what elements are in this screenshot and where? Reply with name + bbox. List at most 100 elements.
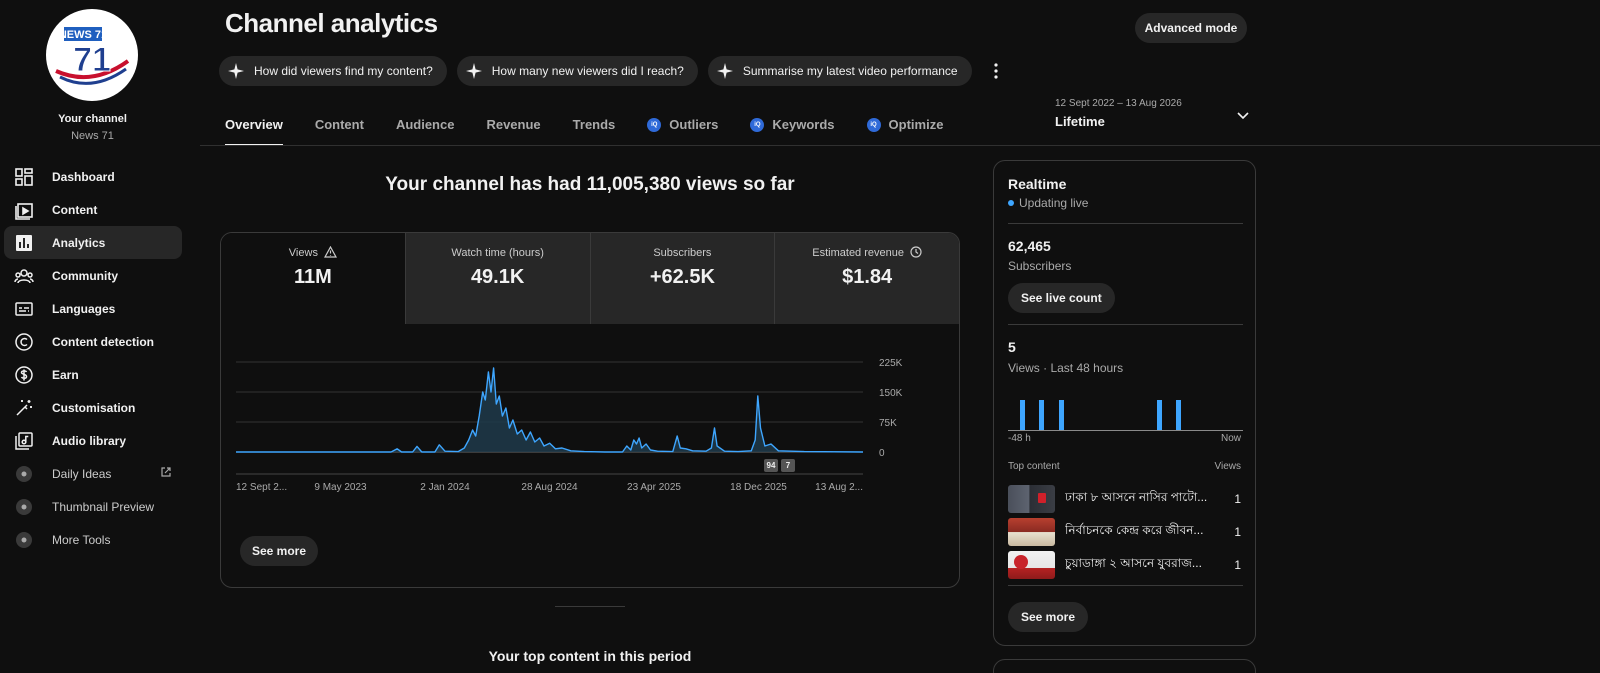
tab-label: Keywords <box>772 117 835 132</box>
see-live-count-button[interactable]: See live count <box>1008 283 1115 313</box>
top-content-row[interactable]: ঢাকা ৮ আসনে নাসির পাটো... 1 <box>1008 485 1241 513</box>
chart-series-line <box>236 367 864 453</box>
sidebar-tool-label: More Tools <box>52 532 111 547</box>
realtime-views-value: 5 <box>1008 339 1016 355</box>
metric-watch-time[interactable]: Watch time (hours) 49.1K <box>404 233 590 324</box>
metric-estimated-revenue[interactable]: Estimated revenue $1.84 <box>774 233 959 324</box>
chart-x-tick-label: 28 Aug 2024 <box>521 482 578 493</box>
realtime-views-bar <box>1176 400 1182 430</box>
tab-revenue[interactable]: Revenue <box>486 108 540 146</box>
suggestion-chip[interactable]: How many new viewers did I reach? <box>456 56 698 86</box>
sidebar-tool-more-tools[interactable]: More Tools <box>4 523 182 556</box>
sidebar-item-label: Earn <box>52 367 79 382</box>
live-dot-icon <box>1008 200 1014 206</box>
sidebar-item-earn[interactable]: Earn <box>4 358 182 391</box>
sidebar-item-dashboard[interactable]: Dashboard <box>4 160 182 193</box>
suggestion-chip-label: How many new viewers did I reach? <box>491 64 684 78</box>
tab-label: Optimize <box>888 117 944 132</box>
top-content-title: ঢাকা ৮ আসনে নাসির পাটো... <box>1065 490 1208 504</box>
realtime-views-bar <box>1039 400 1045 430</box>
languages-icon <box>13 298 35 320</box>
chevron-down-icon <box>1236 108 1250 127</box>
sidebar-tool-label: Thumbnail Preview <box>52 499 155 514</box>
tab-outliers[interactable]: iQ Outliers <box>647 108 718 146</box>
date-range-label: Lifetime <box>1055 114 1105 129</box>
top-content-label: Top content <box>1008 461 1060 472</box>
top-content-views: 1 <box>1234 525 1241 539</box>
sidebar-nav: Dashboard Content Analytics Community La… <box>4 160 182 556</box>
metric-views[interactable]: Views 11M <box>221 233 405 324</box>
sidebar-item-label: Community <box>52 268 118 283</box>
divider <box>1008 324 1243 325</box>
metric-tabs: Views 11M Watch time (hours) 49.1K Subsc… <box>221 233 959 324</box>
mini-axis-start: -48 h <box>1008 433 1031 444</box>
sparkle-icon <box>228 63 244 79</box>
suggestion-chip[interactable]: Summarise my latest video performance <box>707 56 972 86</box>
more-options-icon[interactable] <box>986 56 1006 86</box>
sidebar-item-languages[interactable]: Languages <box>4 292 182 325</box>
extension-icon: iQ <box>647 118 662 132</box>
metric-label: Subscribers <box>653 247 712 259</box>
top-content-heading: Your top content in this period <box>488 648 692 664</box>
extension-icon: iQ <box>750 118 765 132</box>
sidebar-item-label: Dashboard <box>52 169 115 184</box>
chart-y-tick-label: 75K <box>879 418 897 429</box>
top-content-title: নির্বাচনকে কেন্দ্র করে জীবন... <box>1065 523 1204 537</box>
tab-overview[interactable]: Overview <box>225 108 283 146</box>
top-content-row[interactable]: নির্বাচনকে কেন্দ্র করে জীবন... 1 <box>1008 518 1241 546</box>
sidebar-item-label: Audio library <box>52 433 127 448</box>
channel-avatar[interactable]: NEWS 71 71 <box>46 9 138 101</box>
news71-logo: NEWS 71 71 <box>48 11 136 99</box>
metric-subscribers[interactable]: Subscribers +62.5K <box>589 233 775 324</box>
sparkle-icon <box>716 63 733 79</box>
sidebar-item-audio-library[interactable]: Audio library <box>4 424 182 457</box>
realtime-subscribers-value: 62,465 <box>1008 238 1051 254</box>
realtime-status-text: Updating live <box>1019 196 1089 210</box>
audio-library-icon <box>13 430 35 452</box>
tab-audience[interactable]: Audience <box>396 108 455 146</box>
sidebar-item-label: Content <box>52 202 98 217</box>
sidebar-item-analytics[interactable]: Analytics <box>4 226 182 259</box>
sidebar-item-content[interactable]: Content <box>4 193 182 226</box>
tab-optimize[interactable]: iQ Optimize <box>866 108 944 146</box>
date-range-selector[interactable]: 12 Sept 2022 – 13 Aug 2026 Lifetime <box>1055 98 1250 134</box>
suggestion-chips: How did viewers find my content? How man… <box>219 56 1006 86</box>
top-content-row[interactable]: চুয়াডাঙ্গা ২ আসনে যুবরাজ... 1 <box>1008 551 1241 579</box>
sidebar-item-label: Customisation <box>52 400 136 415</box>
magic-wand-icon <box>13 397 35 419</box>
tab-keywords[interactable]: iQ Keywords <box>750 108 835 146</box>
divider <box>1008 585 1243 586</box>
sidebar-tool-thumbnail-preview[interactable]: Thumbnail Preview <box>4 490 182 523</box>
overview-card: Views 11M Watch time (hours) 49.1K Subsc… <box>220 232 960 588</box>
views-column-label: Views <box>1214 461 1242 472</box>
video-count-badge[interactable]: 94 <box>764 459 778 472</box>
sidebar-item-label: Content detection <box>52 334 154 349</box>
top-content-header: Top content Views <box>1008 461 1241 472</box>
chart-x-tick-label: 23 Apr 2025 <box>627 482 681 493</box>
realtime-views-chart[interactable] <box>1008 389 1243 431</box>
tab-trends[interactable]: Trends <box>573 108 616 146</box>
chart-x-tick-label: 2 Jan 2024 <box>420 482 470 493</box>
mini-chart-baseline <box>1008 430 1243 431</box>
sidebar-item-community[interactable]: Community <box>4 259 182 292</box>
dollar-icon <box>13 364 35 386</box>
views-chart[interactable]: 225K 150K 75K 0 12 Sept 2... 9 May 2023 2 Jan … <box>221 324 959 524</box>
suggestion-chip[interactable]: How did viewers find my content? <box>219 56 447 86</box>
sidebar-tool-daily-ideas[interactable]: Daily Ideas <box>4 457 182 490</box>
chart-badges: 94 7 <box>764 459 795 472</box>
sidebar-item-content-detection[interactable]: Content detection <box>4 325 182 358</box>
next-card <box>993 659 1256 673</box>
metric-label: Views <box>288 247 318 259</box>
video-count-badge[interactable]: 7 <box>781 459 795 472</box>
sidebar-item-customisation[interactable]: Customisation <box>4 391 182 424</box>
tab-content[interactable]: Content <box>315 108 364 146</box>
video-thumbnail <box>1008 551 1055 579</box>
realtime-see-more-button[interactable]: See more <box>1008 602 1089 632</box>
realtime-title: Realtime <box>1008 176 1067 192</box>
advanced-mode-button[interactable]: Advanced mode <box>1135 13 1247 43</box>
divider <box>1008 223 1243 224</box>
chart-y-tick-label: 150K <box>879 388 903 399</box>
sidebar-tool-label: Daily Ideas <box>52 466 112 481</box>
see-more-button[interactable]: See more <box>240 536 318 566</box>
page-title: Channel analytics <box>225 8 438 38</box>
